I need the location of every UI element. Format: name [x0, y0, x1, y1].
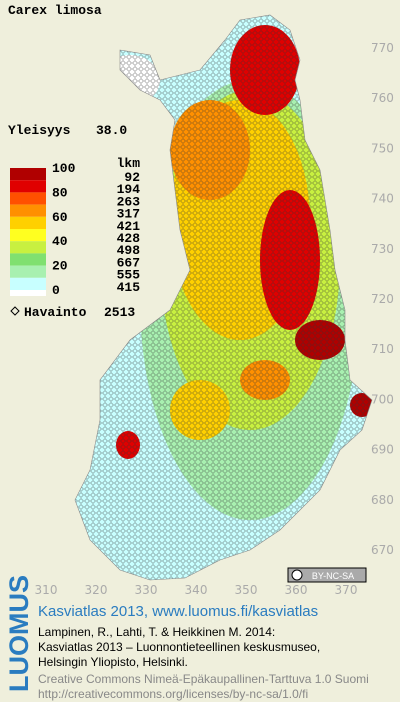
legend-count: 263: [117, 194, 141, 209]
license-badge-text: BY-NC-SA: [312, 571, 354, 581]
legend-count: 194: [117, 182, 141, 197]
y-coordinate-label: 760: [371, 91, 394, 105]
legend-count: 421: [117, 219, 141, 234]
legend-color: [10, 253, 46, 266]
map-outline: [74, 14, 373, 581]
legend-scale-label: 20: [52, 259, 68, 274]
legend-color: [10, 265, 46, 278]
citation-line: Helsingin Yliopisto, Helsinki.: [38, 655, 188, 669]
count-header: lkm: [117, 156, 141, 171]
legend-color: [10, 290, 46, 296]
y-coordinate-label: 690: [371, 443, 394, 457]
y-coordinate-label: 670: [371, 543, 394, 557]
license-line: http://creativecommons.org/licenses/by-n…: [38, 687, 308, 701]
x-coordinate-label: 340: [185, 583, 208, 597]
legend-color: [10, 204, 46, 217]
legend-color: [10, 229, 46, 242]
legend-scale-label: 40: [52, 234, 68, 249]
license-line: Creative Commons Nimeä-Epäkaupallinen-Ta…: [38, 672, 369, 686]
frequency-value: 38.0: [96, 123, 127, 138]
species-title: Carex limosa: [8, 3, 102, 18]
frequency-label: Yleisyys: [8, 123, 71, 138]
legend-scale-label: 0: [52, 283, 60, 298]
legend-scale-label: 60: [52, 210, 68, 225]
legend-count: 555: [117, 268, 141, 283]
license-badge: BY-NC-SA: [287, 567, 367, 583]
y-coordinate-label: 680: [371, 493, 394, 507]
x-coordinate-label: 350: [235, 583, 258, 597]
legend-count: 415: [117, 280, 141, 295]
legend-color: [10, 192, 46, 205]
citation-line: Kasviatlas 2013 – Luonnontieteellinen ke…: [38, 640, 320, 654]
y-coordinate-label: 720: [371, 292, 394, 306]
legend-scale-label: 100: [52, 161, 76, 176]
footer-headline: Kasviatlas 2013, www.luomus.fi/kasviatla…: [38, 603, 318, 620]
y-coordinate-label: 750: [371, 141, 394, 155]
y-coordinate-label: 700: [371, 392, 394, 406]
y-coordinate-label: 740: [371, 192, 394, 206]
observation-count: 2513: [104, 305, 135, 320]
legend-count: 667: [117, 255, 140, 270]
legend-color: [10, 168, 46, 181]
x-coordinate-label: 370: [335, 583, 358, 597]
legend-count: 92: [124, 170, 140, 185]
citation-line: Lampinen, R., Lahti, T. & Heikkinen M. 2…: [38, 625, 275, 639]
y-coordinate-label: 710: [371, 342, 394, 356]
legend-color: [10, 216, 46, 229]
observation-label: Havainto: [24, 305, 87, 320]
x-coordinate-label: 310: [35, 583, 58, 597]
x-coordinate-label: 330: [135, 583, 158, 597]
x-coordinate-label: 360: [285, 583, 308, 597]
legend-scale-label: 80: [52, 185, 68, 200]
legend-color: [10, 180, 46, 193]
legend-color: [10, 241, 46, 254]
legend-count: 317: [117, 207, 140, 222]
y-coordinate-label: 730: [371, 242, 394, 256]
observation-symbol: [10, 306, 20, 316]
x-coordinate-label: 320: [85, 583, 108, 597]
y-coordinate-label: 770: [371, 41, 394, 55]
legend-color: [10, 277, 46, 290]
legend-count: 428: [117, 231, 141, 246]
brand-logo: LUOMUS: [4, 575, 34, 692]
legend-count: 498: [117, 243, 141, 258]
